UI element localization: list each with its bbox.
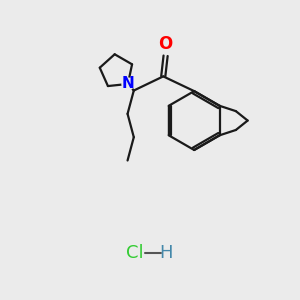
Text: N: N [122,76,134,92]
Text: Cl: Cl [127,244,144,262]
Text: H: H [159,244,173,262]
Circle shape [122,78,134,90]
Text: O: O [158,35,173,53]
